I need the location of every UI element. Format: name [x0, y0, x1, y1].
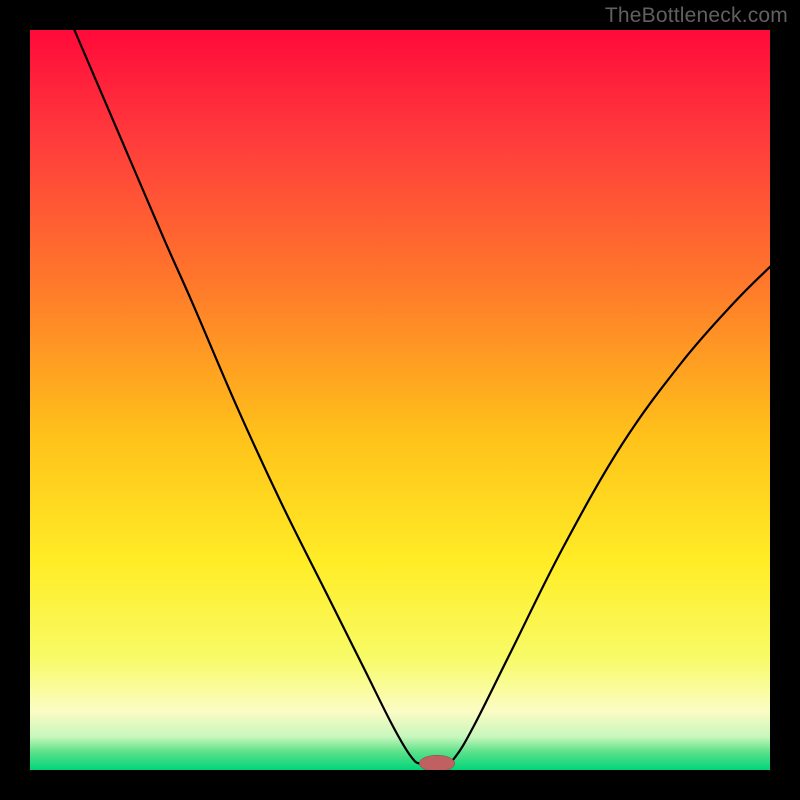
bottleneck-chart: [30, 30, 770, 770]
watermark-text: TheBottleneck.com: [605, 4, 788, 28]
gradient-background: [30, 30, 770, 770]
optimal-marker: [419, 755, 455, 770]
chart-canvas: [30, 30, 770, 770]
